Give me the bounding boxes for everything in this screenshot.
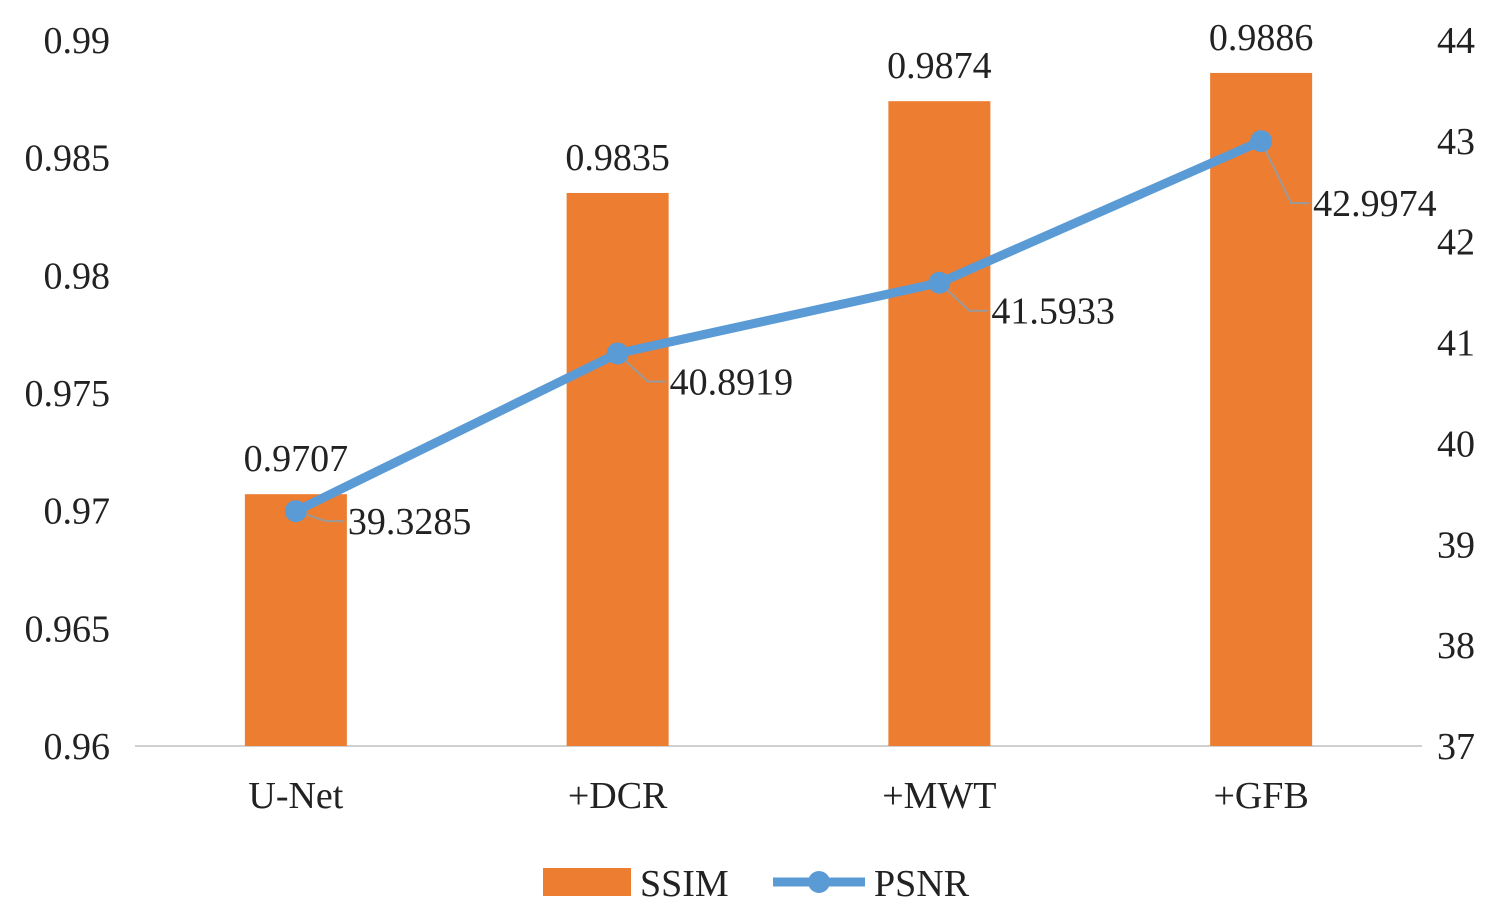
- left-tick-label: 0.965: [25, 608, 111, 650]
- psnr-label-leaders: [295, 140, 1310, 523]
- psnr-label-leader: [938, 282, 988, 312]
- ssim-bar: [888, 101, 991, 747]
- psnr-data-labels: 39.3285 40.8919 41.5933 42.9974: [348, 183, 1437, 543]
- left-tick-label: 0.975: [25, 373, 111, 415]
- right-axis: 37 38 39 40 41 42 43 44: [1437, 20, 1475, 768]
- legend-label-ssim: SSIM: [640, 863, 729, 905]
- right-tick-label: 41: [1437, 323, 1475, 365]
- right-tick-label: 44: [1437, 20, 1475, 62]
- ssim-data-label: 0.9874: [887, 45, 992, 87]
- psnr-marker: [1250, 130, 1273, 153]
- x-axis-categories: U-Net +DCR +MWT +GFB: [248, 775, 1308, 817]
- category-label: +MWT: [882, 775, 996, 817]
- psnr-line: [284, 130, 1273, 523]
- psnr-label-leader: [616, 352, 666, 383]
- ssim-data-labels: 0.9707 0.9835 0.9874 0.9886: [244, 17, 1314, 480]
- legend: SSIM PSNR: [543, 863, 970, 905]
- left-tick-label: 0.97: [44, 491, 111, 533]
- left-tick-label: 0.99: [44, 20, 111, 62]
- left-tick-label: 0.98: [44, 255, 111, 297]
- left-tick-label: 0.985: [25, 138, 111, 180]
- ssim-bars: [244, 72, 1313, 747]
- category-label: +DCR: [568, 775, 668, 817]
- psnr-marker: [606, 342, 629, 365]
- psnr-marker: [284, 500, 307, 523]
- left-tick-label: 0.96: [44, 726, 111, 768]
- right-tick-label: 40: [1437, 423, 1475, 465]
- legend-label-psnr: PSNR: [874, 863, 970, 905]
- legend-swatch-psnr-marker: [808, 871, 830, 893]
- left-axis: 0.96 0.965 0.97 0.975 0.98 0.985 0.99: [25, 20, 111, 768]
- ssim-bar: [1210, 72, 1313, 747]
- ssim-bar: [244, 494, 347, 746]
- right-tick-label: 43: [1437, 121, 1475, 163]
- right-tick-label: 38: [1437, 625, 1475, 667]
- psnr-label-leader: [1260, 140, 1310, 205]
- ssim-data-label: 0.9886: [1209, 17, 1314, 59]
- psnr-data-label: 41.5933: [991, 291, 1115, 333]
- psnr-data-label: 40.8919: [670, 361, 794, 403]
- ssim-data-label: 0.9835: [565, 137, 670, 179]
- psnr-series-line: [291, 136, 1266, 516]
- right-tick-label: 37: [1437, 726, 1475, 768]
- right-tick-label: 42: [1437, 222, 1475, 264]
- ssim-bar: [566, 192, 669, 746]
- psnr-data-label: 39.3285: [348, 501, 472, 543]
- ssim-data-label: 0.9707: [244, 438, 349, 480]
- category-label: U-Net: [248, 775, 343, 817]
- category-label: +GFB: [1213, 775, 1308, 817]
- right-tick-label: 39: [1437, 524, 1475, 566]
- psnr-data-label: 42.9974: [1313, 183, 1437, 225]
- legend-swatch-ssim: [543, 868, 631, 896]
- psnr-marker: [928, 271, 951, 294]
